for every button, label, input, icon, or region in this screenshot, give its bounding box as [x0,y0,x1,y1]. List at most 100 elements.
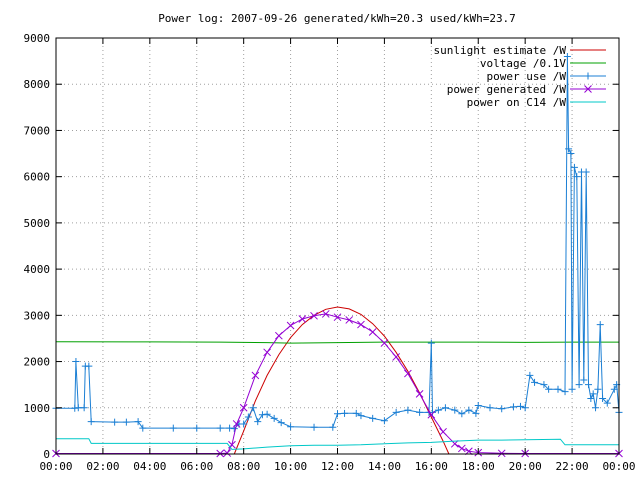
data-point [139,424,147,432]
y-tick-label: 4000 [24,263,51,276]
legend-label: power on C14 /W [467,96,567,109]
series-line [233,306,450,455]
data-point [486,404,494,412]
x-tick-label: 14:00 [368,460,401,473]
data-point [392,353,400,361]
legend-entry: power on C14 /W [467,96,606,109]
data-point [310,423,318,431]
y-tick-label: 6000 [24,171,51,184]
data-point [451,406,459,414]
data-point [111,418,119,426]
data-point [249,404,257,412]
data-point [497,449,506,458]
data-point [531,378,539,386]
data-point [498,405,506,413]
data-point [341,409,349,417]
data-point [251,371,260,380]
data-point [439,427,447,436]
x-tick-label: 02:00 [86,460,119,473]
data-point [404,406,412,414]
data-point [239,403,248,412]
data-point [392,408,400,416]
series-4 [56,438,619,450]
legend-entry: sunlight estimate /W [434,44,606,57]
series-3 [52,310,623,458]
series-line [56,438,619,450]
data-point [368,328,377,336]
x-tick-label: 06:00 [180,460,213,473]
data-point [434,406,442,414]
chart-title: Power log: 2007-09-26 generated/kWh=20.3… [158,12,516,25]
data-point [587,395,595,403]
legend-label: power use /W [487,70,567,83]
data-point [270,414,278,422]
data-point [254,418,262,426]
data-point [310,311,318,320]
data-point [596,321,604,329]
y-tick-label: 2000 [24,356,51,369]
data-point [80,404,88,412]
data-point [263,348,271,357]
data-point [74,404,82,412]
data-point [169,424,177,432]
y-tick-label: 3000 [24,309,51,322]
x-tick-label: 20:00 [509,460,542,473]
data-point [352,409,360,417]
data-point [554,385,562,393]
legend-label: sunlight estimate /W [434,44,567,57]
data-point [540,381,548,389]
data-point [465,406,473,414]
data-point [85,362,93,370]
data-point [369,414,377,422]
data-point [592,404,600,412]
data-point [287,423,295,431]
data-point [585,381,593,389]
legend-entry: voltage /0.1V [480,57,606,70]
legend-entry: power use /W [487,70,606,83]
data-point [563,52,571,60]
data-point [427,339,435,347]
axes: 0 1000 2000 3000 4000 5000 6000 7000 8000 9000 00:… [24,32,636,473]
data-point [298,315,307,323]
data-point [526,371,534,379]
series-2 [52,52,623,433]
y-tick-label: 7000 [24,124,51,137]
data-point [345,316,354,324]
data-point [286,321,295,330]
data-point [594,385,602,393]
data-point [357,320,365,329]
legend-marker [584,85,592,93]
grid [56,38,619,454]
legend-marker [584,72,592,80]
data-point [589,390,597,398]
series-line [55,341,619,344]
data-point [582,168,590,176]
data-point [122,418,130,426]
data-point [416,408,424,416]
x-tick-label: 12:00 [321,460,354,473]
data-point [357,412,365,420]
legend-label: voltage /0.1V [480,57,566,70]
series-1 [55,341,619,344]
data-point [334,410,341,418]
data-point [216,424,224,432]
data-point [565,145,573,153]
series-0 [233,306,450,455]
data-point [521,404,529,412]
x-tick-label: 16:00 [415,460,448,473]
series-layer [52,52,623,458]
data-point [441,404,449,412]
data-point [329,423,337,431]
x-tick-label: 18:00 [462,460,495,473]
data-point [516,402,524,410]
y-tick-label: 5000 [24,217,51,230]
series-line [56,56,620,430]
x-tick-label: 08:00 [227,460,260,473]
data-point [87,418,95,426]
data-point [561,388,569,396]
x-tick-label: 00:00 [39,460,72,473]
y-tick-label: 9000 [24,32,51,45]
